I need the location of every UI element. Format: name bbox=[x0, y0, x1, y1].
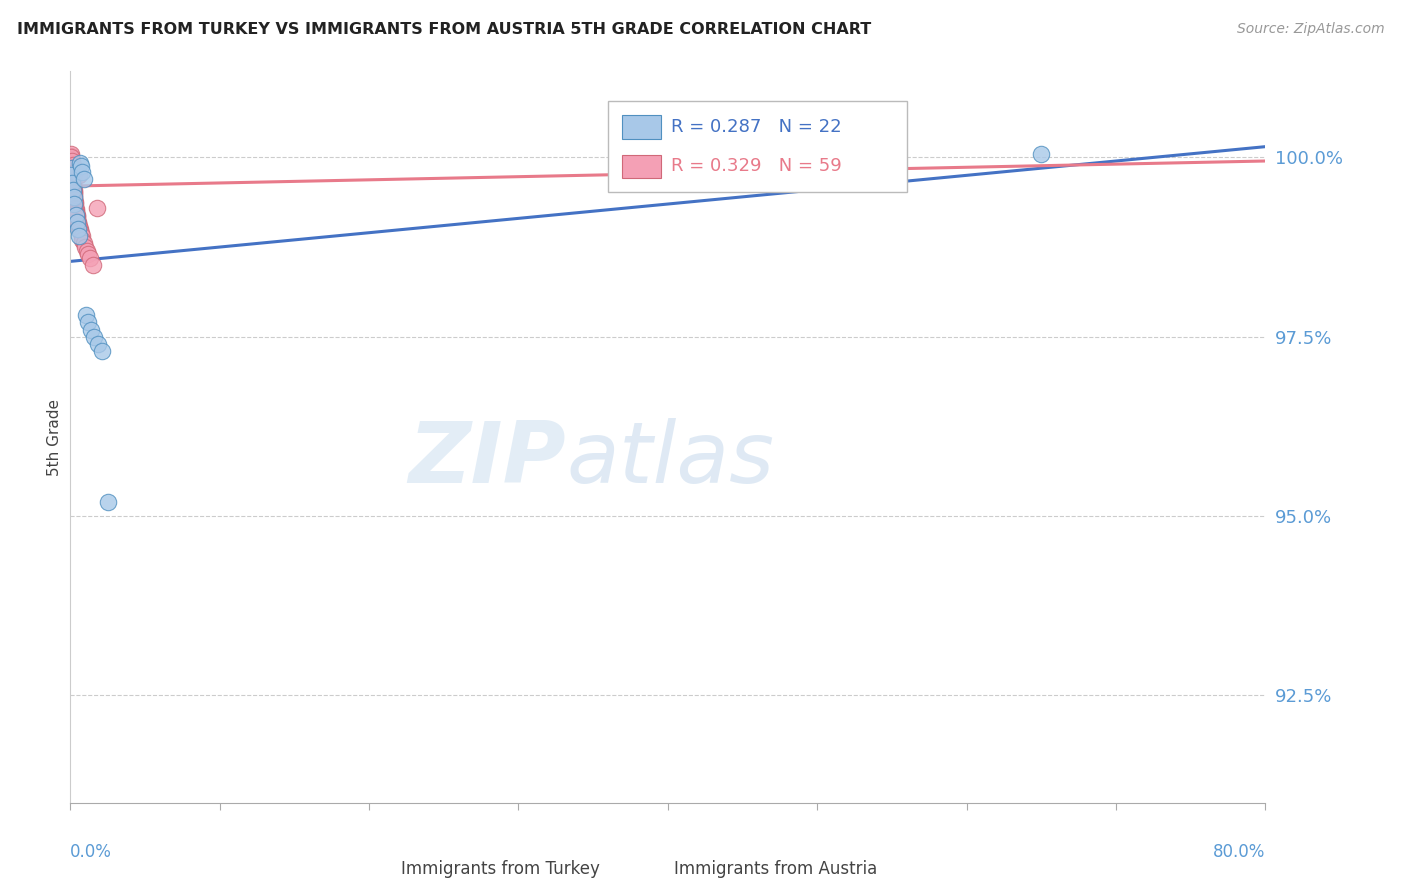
Point bbox=[60, 161, 83, 176]
Point bbox=[65, 208, 87, 222]
Point bbox=[67, 229, 90, 244]
Text: Immigrants from Turkey: Immigrants from Turkey bbox=[401, 860, 600, 878]
Text: Immigrants from Austria: Immigrants from Austria bbox=[673, 860, 877, 878]
Point bbox=[63, 187, 86, 202]
Point bbox=[69, 156, 91, 170]
Point bbox=[70, 229, 93, 244]
Point bbox=[79, 251, 101, 265]
Y-axis label: 5th Grade: 5th Grade bbox=[46, 399, 62, 475]
Point bbox=[70, 165, 93, 179]
FancyBboxPatch shape bbox=[398, 861, 439, 880]
Point bbox=[60, 176, 83, 190]
Point bbox=[62, 179, 84, 194]
Text: atlas: atlas bbox=[567, 417, 775, 500]
Point bbox=[62, 170, 84, 185]
Point bbox=[60, 165, 83, 179]
Point bbox=[62, 178, 84, 192]
Point bbox=[75, 240, 97, 254]
Point bbox=[62, 183, 84, 197]
Point bbox=[59, 149, 82, 163]
Point bbox=[70, 233, 93, 247]
Point bbox=[63, 194, 86, 208]
Text: 80.0%: 80.0% bbox=[1213, 843, 1265, 861]
Point bbox=[76, 244, 98, 258]
Point bbox=[63, 165, 86, 179]
Text: R = 0.287   N = 22: R = 0.287 N = 22 bbox=[672, 118, 842, 136]
Point bbox=[66, 222, 89, 236]
Point bbox=[59, 146, 82, 161]
Point bbox=[62, 158, 84, 172]
Point bbox=[63, 197, 86, 211]
Point bbox=[86, 201, 108, 215]
Point bbox=[66, 211, 89, 226]
Point bbox=[65, 208, 87, 222]
Point bbox=[77, 247, 100, 261]
Point bbox=[69, 223, 91, 237]
Point bbox=[63, 190, 86, 204]
Point bbox=[62, 185, 84, 199]
Point bbox=[67, 169, 90, 183]
Point bbox=[69, 222, 91, 236]
Point bbox=[66, 215, 89, 229]
Point bbox=[87, 336, 110, 351]
Point bbox=[62, 180, 84, 194]
Point bbox=[62, 161, 84, 176]
Point bbox=[60, 159, 83, 173]
Point bbox=[60, 152, 83, 166]
FancyBboxPatch shape bbox=[609, 101, 907, 192]
Point bbox=[67, 220, 90, 235]
Text: Source: ZipAtlas.com: Source: ZipAtlas.com bbox=[1237, 22, 1385, 37]
Point bbox=[75, 308, 97, 322]
Point bbox=[60, 150, 83, 164]
Text: R = 0.329   N = 59: R = 0.329 N = 59 bbox=[672, 158, 842, 176]
Point bbox=[97, 494, 120, 508]
Text: IMMIGRANTS FROM TURKEY VS IMMIGRANTS FROM AUSTRIA 5TH GRADE CORRELATION CHART: IMMIGRANTS FROM TURKEY VS IMMIGRANTS FRO… bbox=[17, 22, 872, 37]
Point bbox=[60, 161, 83, 176]
Point bbox=[60, 163, 83, 178]
Point bbox=[62, 183, 84, 197]
Point bbox=[62, 176, 84, 190]
Point bbox=[73, 236, 96, 251]
Point bbox=[63, 186, 86, 201]
Point bbox=[60, 158, 83, 172]
Text: ZIP: ZIP bbox=[409, 417, 567, 500]
Point bbox=[80, 322, 103, 336]
Point bbox=[62, 173, 84, 187]
Point bbox=[62, 190, 84, 204]
Point bbox=[62, 172, 84, 186]
Point bbox=[60, 169, 83, 183]
FancyBboxPatch shape bbox=[672, 861, 713, 880]
Point bbox=[63, 194, 86, 209]
Point bbox=[73, 172, 96, 186]
Point bbox=[66, 213, 89, 227]
Point bbox=[60, 153, 83, 168]
Point bbox=[60, 169, 83, 183]
Point bbox=[60, 153, 83, 168]
Text: 0.0%: 0.0% bbox=[70, 843, 112, 861]
Point bbox=[65, 202, 87, 216]
Point bbox=[70, 159, 93, 173]
FancyBboxPatch shape bbox=[623, 154, 661, 178]
Point bbox=[66, 209, 89, 223]
FancyBboxPatch shape bbox=[623, 115, 661, 138]
Point bbox=[67, 216, 90, 230]
Point bbox=[82, 258, 104, 272]
Point bbox=[65, 204, 87, 219]
Point bbox=[83, 329, 105, 343]
Point bbox=[65, 215, 87, 229]
Point bbox=[90, 344, 112, 359]
Point bbox=[63, 192, 86, 206]
Point bbox=[65, 208, 87, 222]
Point bbox=[60, 156, 83, 170]
Point bbox=[65, 206, 87, 220]
Point bbox=[1031, 146, 1053, 161]
Point bbox=[65, 201, 87, 215]
Point bbox=[67, 219, 90, 233]
Point bbox=[69, 226, 91, 240]
Point bbox=[60, 166, 83, 180]
Point bbox=[77, 315, 100, 329]
Point bbox=[63, 197, 86, 211]
